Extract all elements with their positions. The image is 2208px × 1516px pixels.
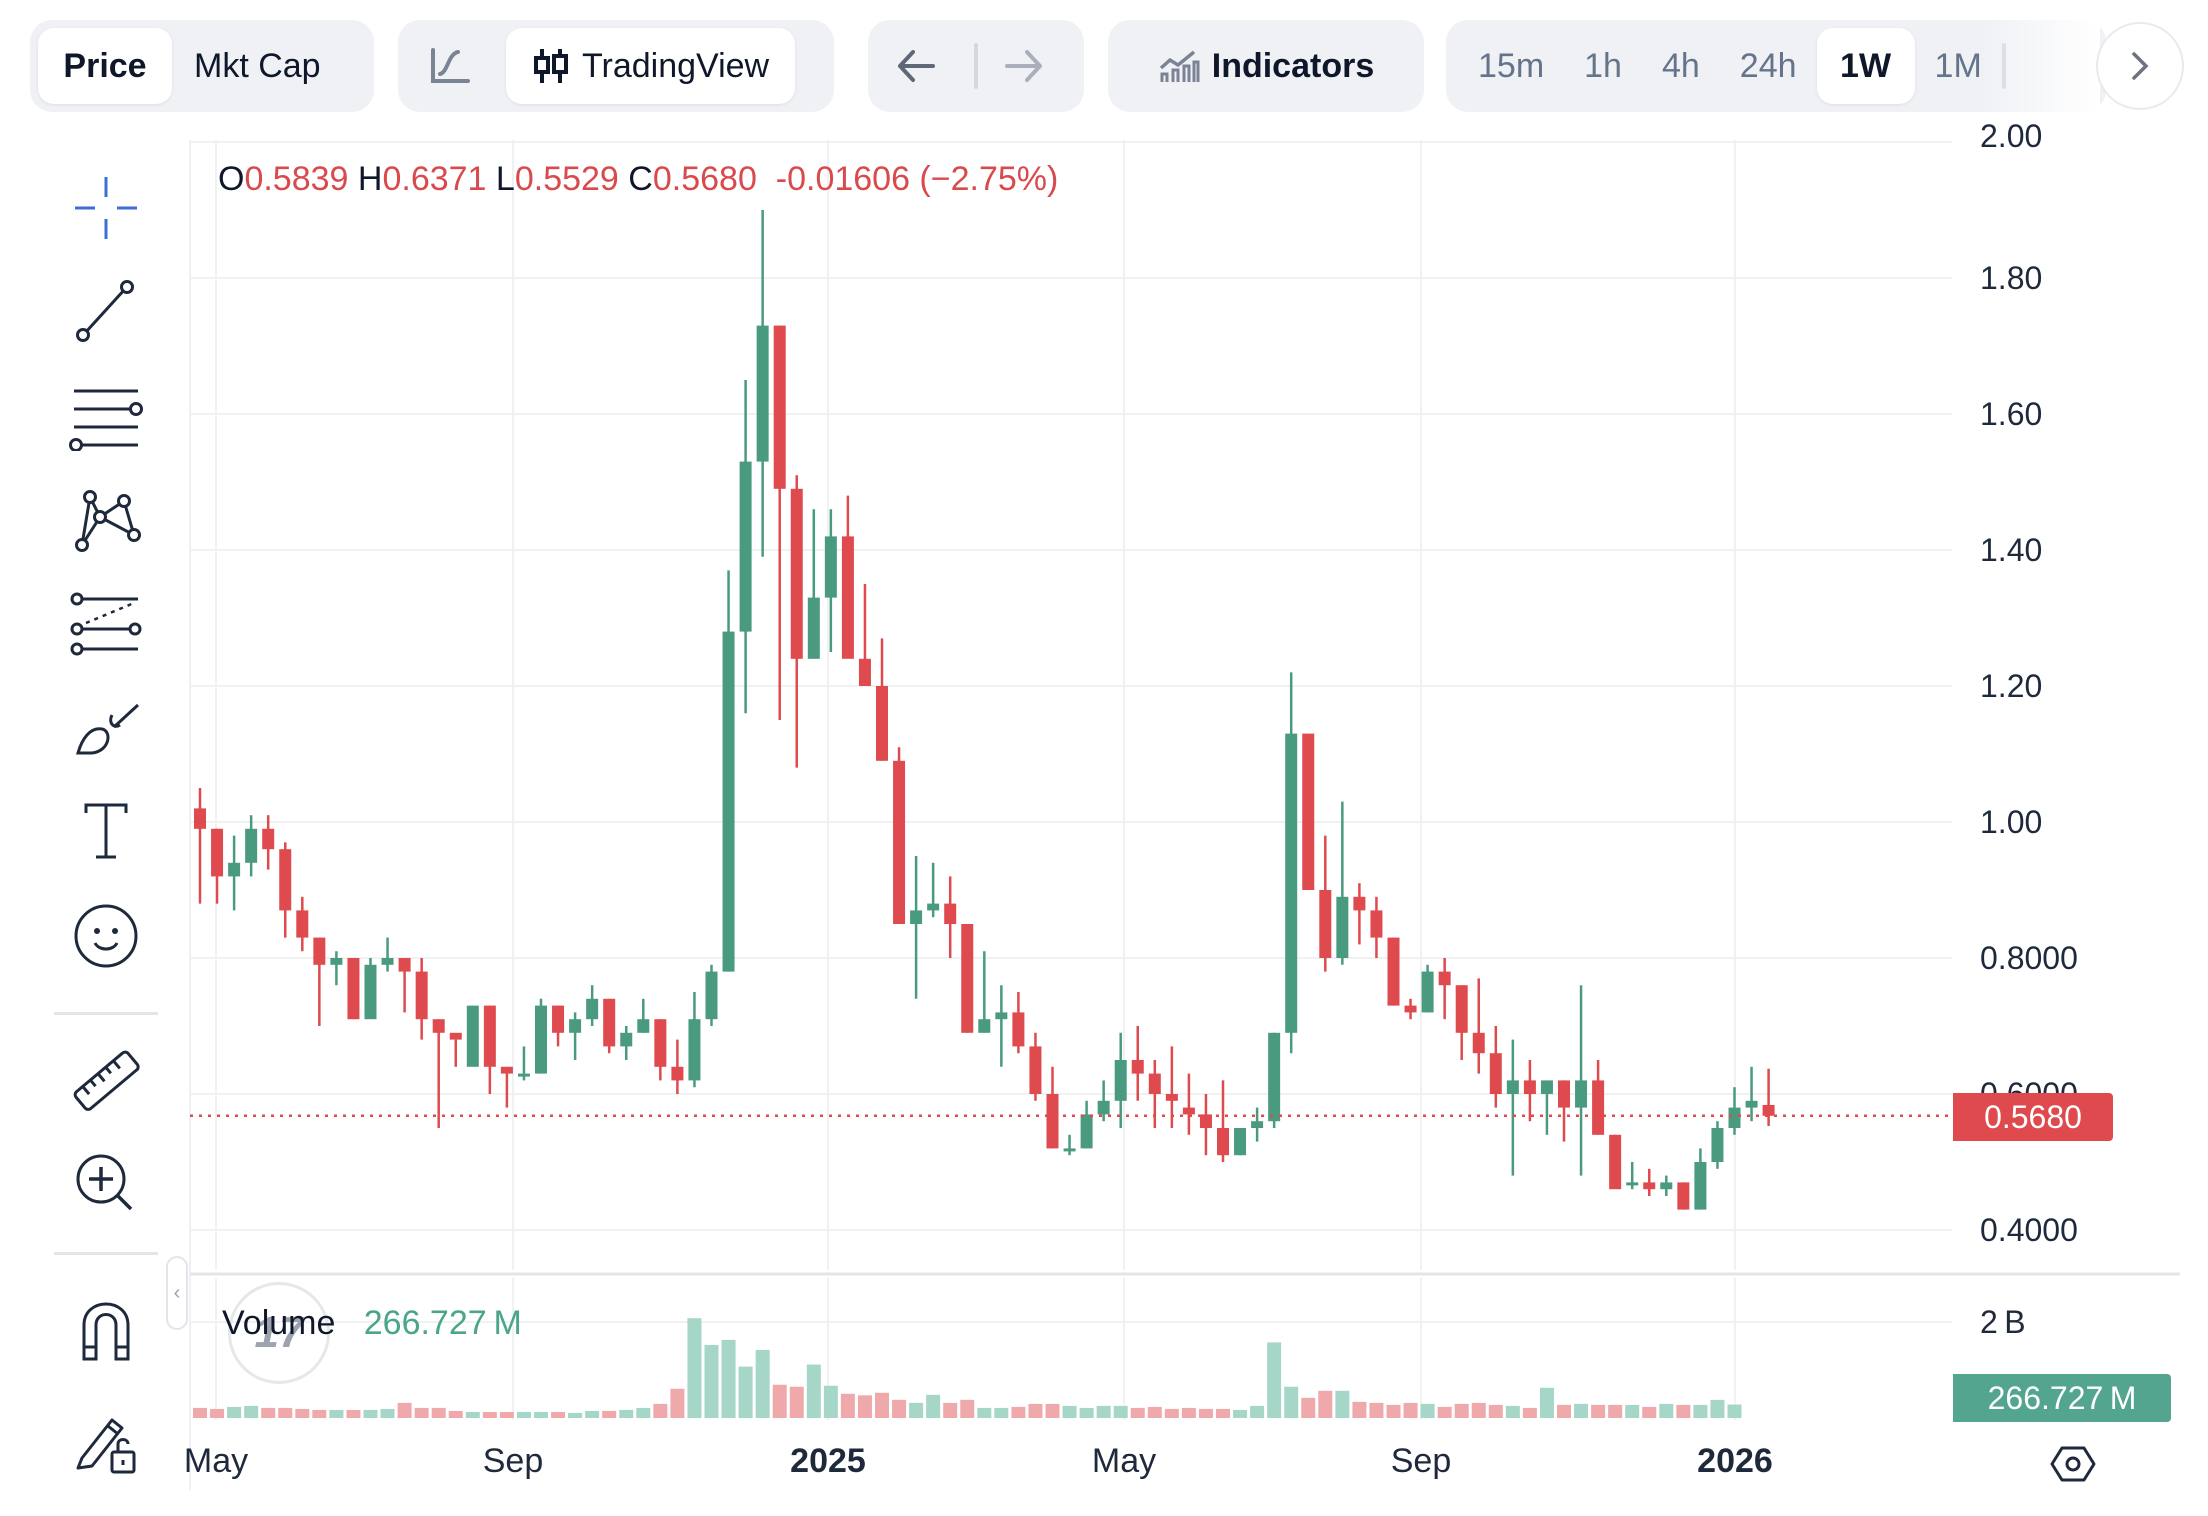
scroll-timeframes-next-button[interactable] [2096,22,2184,110]
chevron-right-icon [2132,52,2149,80]
tab-price[interactable]: Price [38,28,172,104]
price-tick: 2.00 [1980,118,2043,154]
price-mktcap-toggle: Price Mkt Cap [30,20,374,112]
indicators-label: Indicators [1211,46,1375,85]
open-value: 0.5839 [244,160,349,198]
lock-drawings-tool[interactable] [50,1400,162,1480]
timeframe-1w[interactable]: 1W [1816,28,1915,104]
fib-retracement-icon [70,592,142,656]
line-chart-button[interactable] [406,28,506,104]
fib-retracement-tool[interactable] [50,584,162,664]
low-value: 0.5529 [514,160,619,198]
tradingview-button[interactable]: TradingView [506,28,796,104]
time-tick: 2025 [790,1442,866,1480]
brush-tool[interactable] [50,688,162,768]
crosshair-tool[interactable] [50,168,162,248]
measure-tool[interactable] [50,1040,162,1120]
forward-button[interactable] [989,28,1071,104]
history-nav [868,20,1084,112]
price-tick: 1.80 [1980,260,2043,296]
tools-separator-2 [54,1252,158,1255]
volume-label: Volume [222,1304,336,1342]
current-volume-tag: 266.727 M [1953,1374,2171,1422]
close-label: C [628,160,653,198]
change-value: -0.01606 (−2.75%) [775,160,1059,198]
history-divider [973,43,978,89]
arrow-right-icon [1004,50,1042,82]
arrow-left-icon [898,50,936,82]
text-tool[interactable] [50,792,162,872]
magnet-tool[interactable] [50,1290,162,1370]
time-tick: Sep [1390,1442,1452,1480]
timeframe-24h[interactable]: 24h [1739,46,1797,85]
chart-settings-button[interactable] [2050,1444,2096,1484]
low-label: L [495,160,515,198]
back-button[interactable] [881,28,963,104]
time-tick: May [1091,1442,1157,1480]
settings-hexagon-icon [2050,1446,2096,1482]
tradingview-watermark: 17 [228,1282,330,1384]
timeframe-divider [2001,43,2006,89]
line-chart-icon [431,48,470,83]
horizontal-lines-icon [69,389,143,451]
timeframe-selector: 15m 1h 4h 24h 1W 1M [1446,20,2106,112]
price-tick: 1.60 [1980,396,2043,432]
horizontal-lines-tool[interactable] [50,376,162,456]
high-label: H [357,160,383,198]
collapse-toolbar-button[interactable]: ‹ [166,1256,188,1330]
brush-icon [76,703,140,755]
tools-separator [54,1012,158,1015]
ruler-icon [73,1050,140,1111]
time-tick: 2026 [1697,1442,1773,1480]
crosshair-icon [75,177,137,239]
ohlc-legend: O0.5839 H0.6371 L0.5529 C0.5680 -0.01606… [218,160,1058,199]
close-value: 0.5680 [652,160,757,198]
timeframe-15m[interactable]: 15m [1478,46,1545,85]
open-label: O [218,160,245,198]
price-tick: 1.20 [1980,668,2043,704]
volume-tick: 2 B [1980,1304,2026,1340]
price-tick: 0.4000 [1980,1212,2078,1248]
chart-type-group: TradingView [398,20,834,112]
price-tick: 1.40 [1980,532,2043,568]
timeframe-4h[interactable]: 4h [1661,46,1700,85]
indicators-icon [1159,50,1200,82]
price-tick: 1.00 [1980,804,2043,840]
zoom-in-icon [76,1154,133,1211]
time-tick: Sep [482,1442,544,1480]
tab-mkt-cap[interactable]: Mkt Cap [194,46,321,85]
tradingview-label: TradingView [582,46,770,85]
timeframe-1h[interactable]: 1h [1584,46,1622,85]
candlestick-icon [534,49,568,83]
trend-line-tool[interactable] [50,272,162,352]
price-tick: 0.8000 [1980,940,2078,976]
chevron-left-icon: ‹ [173,1281,181,1304]
magnet-icon [82,1302,130,1361]
zoom-in-tool[interactable] [50,1144,162,1224]
volume-legend: Volume 266.727 M [222,1304,522,1343]
pattern-icon [75,490,141,552]
volume-value: 266.727 M [363,1304,522,1342]
text-icon [84,803,128,859]
trend-line-icon [76,280,134,342]
time-tick: May [183,1442,249,1480]
timeframe-1m[interactable]: 1M [1934,46,1982,85]
current-price-tag: 0.5680 [1953,1093,2113,1141]
emoji-icon [74,904,138,968]
indicators-button[interactable]: Indicators [1108,20,1424,112]
pattern-tool[interactable] [50,480,162,560]
emoji-tool[interactable] [50,896,162,976]
high-value: 0.6371 [382,160,487,198]
lock-drawings-icon [76,1418,136,1474]
